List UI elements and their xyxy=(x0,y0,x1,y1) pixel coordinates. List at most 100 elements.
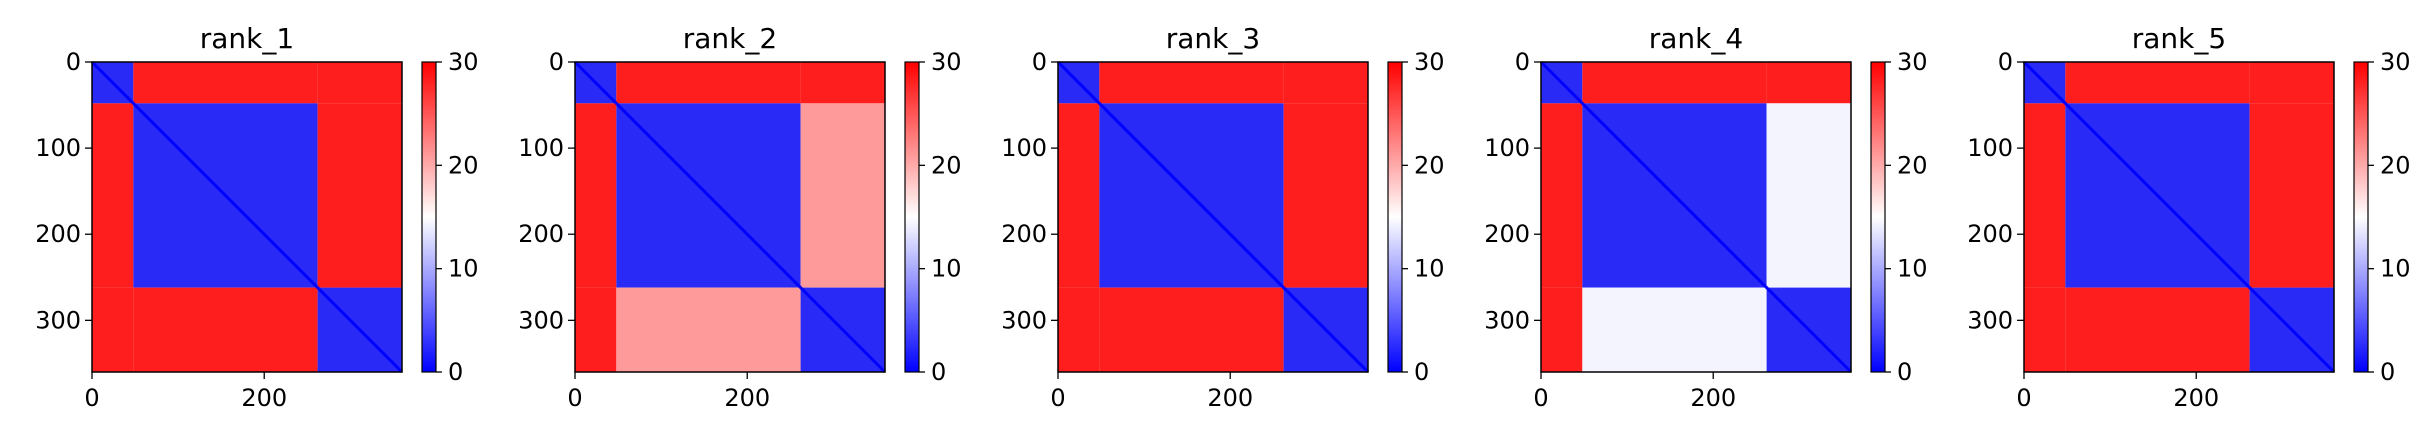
heatmap-frame xyxy=(574,61,886,373)
colorbar-tick-label: 10 xyxy=(931,255,962,283)
x-tick-label: 200 xyxy=(241,384,287,412)
colorbar-tick-label: 0 xyxy=(2380,358,2395,386)
heatmap-block-1-0 xyxy=(92,103,134,288)
x-tick-label: 200 xyxy=(724,384,770,412)
heatmap-block-1-0 xyxy=(1058,103,1100,288)
colorbar-tick-label: 10 xyxy=(1414,255,1445,283)
colorbar-tick-label: 0 xyxy=(931,358,946,386)
heatmap-block-2-0 xyxy=(92,287,134,372)
heatmap-block-0-1 xyxy=(133,62,318,104)
colorbar-tick-label: 20 xyxy=(1414,151,1445,179)
colorbar-tick-label: 0 xyxy=(448,358,463,386)
y-tick-label: 100 xyxy=(1484,134,1530,162)
heatmap-block-2-1 xyxy=(1099,287,1284,372)
x-tick-label: 200 xyxy=(2173,384,2219,412)
heatmap-block-1-2 xyxy=(1766,103,1851,288)
heatmap-block-1-0 xyxy=(1541,103,1583,288)
x-tick-label: 0 xyxy=(1050,384,1065,412)
colorbar-tick-label: 30 xyxy=(448,48,479,76)
y-tick-label: 0 xyxy=(1998,48,2013,76)
heatmap-diagonal xyxy=(2022,60,2336,374)
heatmap-block-2-1 xyxy=(1582,287,1767,372)
colorbar-tick-label: 0 xyxy=(1897,358,1912,386)
y-tick-label: 300 xyxy=(1001,306,1047,334)
heatmap-frame xyxy=(1540,61,1852,373)
panel-rank_5: rank_5 0 100 200 300 0 200 0 10 20 30 xyxy=(1967,22,2410,412)
heatmap-block-1-2 xyxy=(1283,103,1368,288)
heatmap-frame xyxy=(91,61,403,373)
colorbar xyxy=(2353,61,2369,373)
panel-title: rank_2 xyxy=(683,22,777,55)
panel-title: rank_5 xyxy=(2132,22,2226,55)
heatmap-block-1-2 xyxy=(800,103,885,288)
heatmap-frame xyxy=(2023,61,2335,373)
heatmap-diagonal xyxy=(90,60,404,374)
y-tick-label: 200 xyxy=(35,220,81,248)
y-tick-label: 300 xyxy=(518,306,564,334)
heatmap-block-0-1 xyxy=(2065,62,2250,104)
heatmap-block-2-0 xyxy=(1541,287,1583,372)
colorbar-tick-label: 30 xyxy=(1897,48,1928,76)
heatmap xyxy=(573,60,887,374)
panel-rank_3: rank_3 0 100 200 300 0 200 0 10 20 30 xyxy=(1001,22,1444,412)
heatmap-block-2-1 xyxy=(133,287,318,372)
colorbar xyxy=(421,61,437,373)
heatmap-block-0-2 xyxy=(1283,62,1368,104)
heatmap-block-2-0 xyxy=(1058,287,1100,372)
heatmap-block-2-0 xyxy=(2024,287,2066,372)
x-tick-label: 200 xyxy=(1690,384,1736,412)
y-tick-label: 200 xyxy=(1967,220,2013,248)
panel-title: rank_4 xyxy=(1649,22,1743,55)
colorbar-tick-label: 20 xyxy=(448,151,479,179)
colorbar-tick-label: 30 xyxy=(2380,48,2411,76)
colorbar xyxy=(1387,61,1403,373)
colorbar xyxy=(904,61,920,373)
colorbar-tick-label: 10 xyxy=(1897,255,1928,283)
x-tick-label: 0 xyxy=(2016,384,2031,412)
heatmap-block-2-1 xyxy=(2065,287,2250,372)
colorbar-tick-label: 10 xyxy=(448,255,479,283)
heatmap-block-0-2 xyxy=(800,62,885,104)
x-tick-label: 0 xyxy=(1533,384,1548,412)
y-tick-label: 300 xyxy=(1967,306,2013,334)
panel-title: rank_3 xyxy=(1166,22,1260,55)
y-tick-label: 200 xyxy=(518,220,564,248)
heatmap xyxy=(1056,60,1370,374)
y-tick-label: 0 xyxy=(66,48,81,76)
colorbar xyxy=(1870,61,1886,373)
heatmap xyxy=(2022,60,2336,374)
heatmap xyxy=(90,60,404,374)
heatmap-diagonal xyxy=(573,60,887,374)
colorbar-tick-label: 30 xyxy=(1414,48,1445,76)
y-tick-label: 100 xyxy=(1001,134,1047,162)
heatmap-frame xyxy=(1057,61,1369,373)
heatmap-diagonal xyxy=(1056,60,1370,374)
colorbar-tick-label: 30 xyxy=(931,48,962,76)
colorbar-tick-label: 0 xyxy=(1414,358,1429,386)
x-tick-label: 0 xyxy=(84,384,99,412)
heatmap-block-0-2 xyxy=(2249,62,2334,104)
colorbar-tick-label: 10 xyxy=(2380,255,2411,283)
heatmap-block-1-2 xyxy=(2249,103,2334,288)
colorbar-tick-label: 20 xyxy=(1897,151,1928,179)
y-tick-label: 200 xyxy=(1484,220,1530,248)
y-tick-label: 300 xyxy=(35,306,81,334)
y-tick-label: 0 xyxy=(549,48,564,76)
y-tick-label: 300 xyxy=(1484,306,1530,334)
heatmap-block-2-1 xyxy=(616,287,801,372)
panel-title: rank_1 xyxy=(200,22,294,55)
heatmap-block-0-1 xyxy=(1582,62,1767,104)
y-tick-label: 0 xyxy=(1515,48,1530,76)
panel-rank_2: rank_2 0 100 200 300 0 200 0 10 20 30 xyxy=(518,22,961,412)
heatmap-block-1-2 xyxy=(317,103,402,288)
x-tick-label: 200 xyxy=(1207,384,1253,412)
x-tick-label: 0 xyxy=(567,384,582,412)
heatmap-block-0-1 xyxy=(616,62,801,104)
heatmap-block-0-2 xyxy=(317,62,402,104)
heatmap xyxy=(1539,60,1853,374)
heatmap-block-2-0 xyxy=(575,287,617,372)
heatmap-diagonal xyxy=(1539,60,1853,374)
y-tick-label: 0 xyxy=(1032,48,1047,76)
y-tick-label: 200 xyxy=(1001,220,1047,248)
